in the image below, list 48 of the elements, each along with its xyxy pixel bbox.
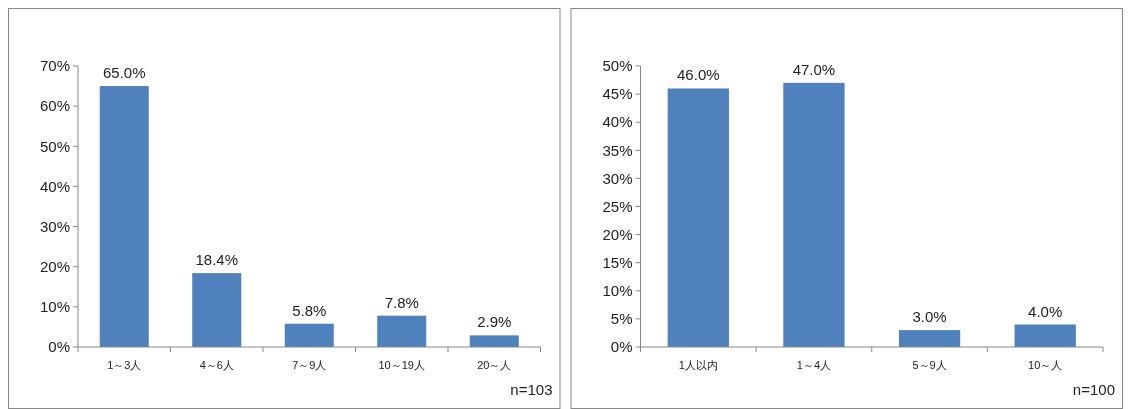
x-tick-label: 10～人 — [1028, 359, 1063, 371]
x-tick-label: 1～4人 — [796, 359, 832, 371]
y-tick-label: 50% — [39, 137, 70, 155]
y-tick-label: 70% — [39, 57, 70, 75]
y-tick-label: 60% — [39, 97, 70, 115]
bar — [99, 86, 149, 347]
y-tick-label: 20% — [39, 257, 70, 275]
bar — [667, 88, 729, 347]
x-tick-label: 10～19人 — [378, 359, 425, 371]
y-tick-label: 40% — [39, 177, 70, 195]
bar — [192, 273, 242, 347]
y-tick-label: 35% — [602, 141, 633, 159]
y-tick-label: 50% — [602, 57, 633, 75]
y-tick-label: 30% — [39, 217, 70, 235]
data-label: 3.0% — [912, 308, 947, 326]
text: n=103 — [510, 381, 553, 398]
data-label: 5.8% — [292, 301, 327, 319]
y-tick-label: 0% — [48, 338, 70, 356]
bar — [898, 330, 961, 347]
data-label: 7.8% — [384, 293, 419, 311]
bar — [783, 82, 845, 347]
y-tick-label: 10% — [602, 282, 633, 300]
x-tick-label: 5～9人 — [912, 359, 947, 371]
y-tick-label: 0% — [610, 338, 633, 356]
data-label: 65.0% — [102, 64, 146, 82]
bar — [469, 335, 519, 347]
x-tick-label: 7～9人 — [292, 359, 327, 371]
y-tick-label: 5% — [610, 310, 633, 328]
y-tick-label: 40% — [602, 113, 633, 131]
data-label: 2.9% — [477, 313, 512, 331]
x-tick-label: 1～3人 — [107, 359, 142, 371]
y-tick-label: 45% — [602, 85, 633, 103]
text: n=100 — [1072, 381, 1115, 398]
y-tick-label: 10% — [39, 298, 70, 316]
y-tick-label: 30% — [602, 169, 633, 187]
data-label: 18.4% — [195, 251, 239, 269]
data-label: 4.0% — [1028, 302, 1063, 320]
bar — [1014, 324, 1076, 347]
y-tick-label: 25% — [602, 197, 633, 215]
bar — [284, 323, 334, 347]
data-label: 46.0% — [677, 66, 720, 84]
bar — [377, 315, 427, 347]
x-tick-label: 20～人 — [477, 359, 512, 371]
x-tick-label: 4～6人 — [199, 359, 234, 371]
x-tick-label: 1人以内 — [678, 359, 718, 371]
y-tick-label: 20% — [602, 225, 633, 243]
y-tick-label: 15% — [602, 253, 633, 271]
data-label: 47.0% — [792, 60, 836, 78]
